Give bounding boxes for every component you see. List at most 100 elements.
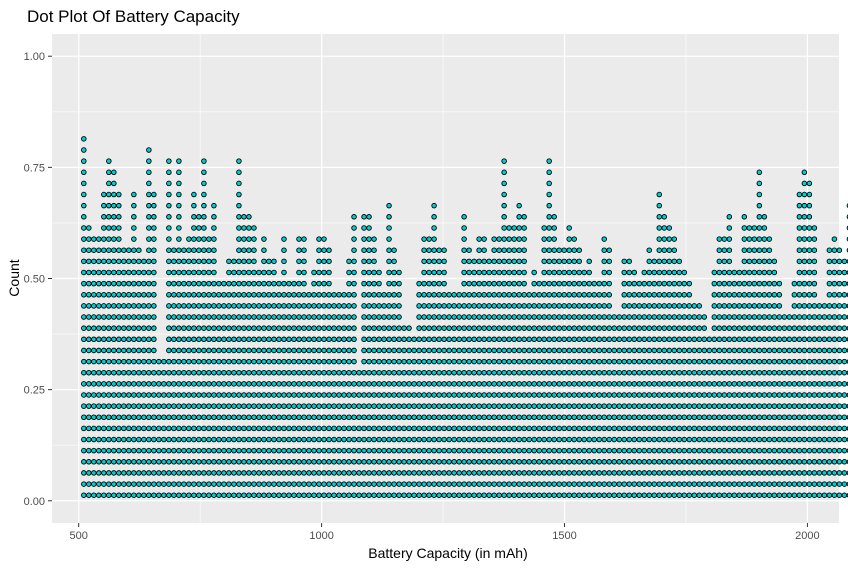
data-dot (482, 315, 487, 320)
data-dot (147, 304, 152, 309)
data-dot (117, 215, 122, 220)
data-dot (282, 259, 287, 264)
data-dot (372, 337, 377, 342)
data-dot (762, 370, 767, 375)
data-dot (307, 382, 312, 387)
data-dot (587, 471, 592, 476)
data-dot (447, 304, 452, 309)
data-dot (772, 337, 777, 342)
data-dot (387, 448, 392, 453)
data-dot (627, 292, 632, 297)
data-dot (477, 437, 482, 442)
data-dot (137, 315, 142, 320)
data-dot (172, 459, 177, 464)
data-dot (697, 459, 702, 464)
data-dot (342, 348, 347, 353)
data-dot (582, 326, 587, 331)
data-dot (82, 315, 87, 320)
data-dot (222, 304, 227, 309)
data-dot (507, 393, 512, 398)
data-dot (112, 493, 117, 498)
data-dot (537, 404, 542, 409)
data-dot (517, 437, 522, 442)
data-dot (752, 304, 757, 309)
data-dot (792, 393, 797, 398)
data-dot (307, 426, 312, 431)
data-dot (342, 404, 347, 409)
data-dot (497, 404, 502, 409)
data-dot (612, 426, 617, 431)
data-dot (312, 304, 317, 309)
data-dot (367, 382, 372, 387)
data-dot (507, 337, 512, 342)
data-dot (407, 382, 412, 387)
data-dot (557, 359, 562, 364)
data-dot (512, 259, 517, 264)
data-dot (642, 348, 647, 353)
data-dot (757, 404, 762, 409)
data-dot (417, 370, 422, 375)
data-dot (452, 448, 457, 453)
data-dot (122, 370, 127, 375)
data-dot (477, 404, 482, 409)
data-dot (107, 359, 112, 364)
data-dot (197, 215, 202, 220)
data-dot (447, 337, 452, 342)
data-dot (427, 270, 432, 275)
data-dot (532, 459, 537, 464)
data-dot (137, 304, 142, 309)
data-dot (522, 292, 527, 297)
data-dot (607, 270, 612, 275)
data-dot (672, 370, 677, 375)
data-dot (247, 359, 252, 364)
data-dot (442, 270, 447, 275)
data-dot (522, 382, 527, 387)
data-dot (182, 382, 187, 387)
data-dot (217, 315, 222, 320)
data-dot (387, 203, 392, 208)
data-dot (427, 259, 432, 264)
data-dot (592, 304, 597, 309)
data-dot (812, 459, 817, 464)
data-dot (217, 359, 222, 364)
data-dot (422, 348, 427, 353)
data-dot (512, 292, 517, 297)
data-dot (527, 326, 532, 331)
data-dot (212, 415, 217, 420)
data-dot (727, 215, 732, 220)
data-dot (427, 337, 432, 342)
data-dot (297, 448, 302, 453)
data-dot (607, 281, 612, 286)
data-dot (432, 382, 437, 387)
data-dot (142, 270, 147, 275)
data-dot (837, 292, 842, 297)
data-dot (392, 259, 397, 264)
data-dot (172, 348, 177, 353)
data-dot (402, 370, 407, 375)
data-dot (732, 404, 737, 409)
data-dot (652, 304, 657, 309)
data-dot (702, 493, 707, 498)
data-dot (362, 270, 367, 275)
data-dot (622, 393, 627, 398)
data-dot (367, 471, 372, 476)
data-dot (567, 482, 572, 487)
data-dot (807, 393, 812, 398)
data-dot (247, 415, 252, 420)
data-dot (787, 437, 792, 442)
data-dot (82, 192, 87, 197)
data-dot (242, 304, 247, 309)
data-dot (242, 270, 247, 275)
data-dot (512, 270, 517, 275)
data-dot (732, 437, 737, 442)
data-dot (412, 404, 417, 409)
data-dot (447, 471, 452, 476)
data-dot (697, 404, 702, 409)
data-dot (557, 482, 562, 487)
data-dot (302, 482, 307, 487)
data-dot (317, 493, 322, 498)
data-dot (367, 415, 372, 420)
data-dot (437, 482, 442, 487)
data-dot (402, 415, 407, 420)
data-dot (217, 426, 222, 431)
